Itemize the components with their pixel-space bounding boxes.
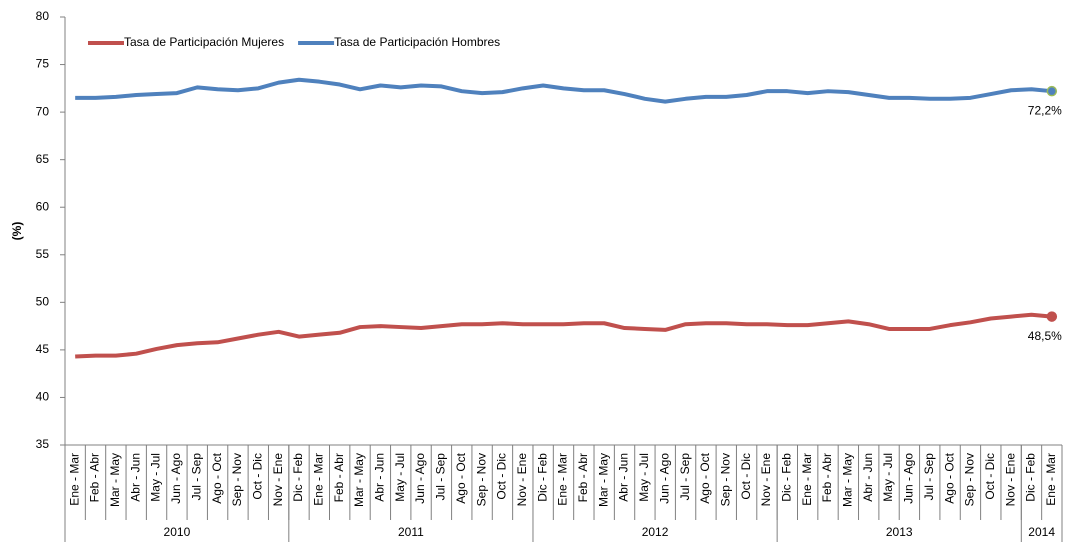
x-tick-label: May - Jul — [149, 453, 163, 502]
y-tick-label: 35 — [36, 437, 50, 451]
x-tick-label: Ago - Oct — [210, 452, 224, 503]
x-tick-label: Oct - Dic — [495, 453, 509, 500]
x-tick-label: Nov - Ene — [515, 453, 529, 507]
y-tick-label: 50 — [36, 295, 50, 309]
x-tick-label: Abr - Jun — [373, 453, 387, 502]
x-tick-label: Mar - May — [108, 453, 122, 507]
y-tick-label: 40 — [36, 390, 50, 404]
y-tick-label: 80 — [36, 9, 50, 23]
x-tick-label: May - Jul — [637, 453, 651, 502]
series-line — [75, 312, 1053, 359]
x-tick-label: Dic - Feb — [535, 453, 549, 502]
data-label: 72,2% — [1028, 103, 1062, 117]
x-tick-label: Jun - Ago — [169, 453, 183, 504]
series-line — [75, 77, 1053, 104]
x-tick-label: Feb - Abr — [576, 453, 590, 502]
x-tick-label: Jun - Ago — [902, 453, 916, 504]
x-tick-label: Jun - Ago — [657, 453, 671, 504]
y-tick-label: 70 — [36, 104, 50, 118]
group-label: 2012 — [642, 525, 669, 539]
legend-label: Tasa de Participación Hombres — [334, 35, 500, 49]
y-tick-label: 60 — [36, 199, 50, 213]
x-tick-label: Oct - Dic — [983, 453, 997, 500]
x-tick-label: Ene - Mar — [312, 453, 326, 506]
x-tick-label: Abr - Jun — [128, 453, 142, 502]
x-tick-label: Ene - Mar — [1044, 453, 1058, 506]
x-tick-label: Mar - May — [596, 453, 610, 507]
group-label: 2014 — [1028, 525, 1055, 539]
x-tick-label: May - Jul — [881, 453, 895, 502]
x-tick-label: Sep - Nov — [230, 453, 244, 506]
y-tick-label: 75 — [36, 57, 50, 71]
x-tick-label: Oct - Dic — [250, 453, 264, 500]
x-tick-label: Jul - Sep — [434, 453, 448, 501]
x-tick-label: Jul - Sep — [678, 453, 692, 501]
group-label: 2011 — [398, 525, 424, 539]
x-tick-label: Sep - Nov — [963, 453, 977, 506]
x-tick-label: Oct - Dic — [739, 453, 753, 500]
x-tick-label: Feb - Abr — [88, 453, 102, 502]
end-marker — [1046, 85, 1058, 97]
x-tick-label: Jun - Ago — [413, 453, 427, 504]
x-tick-label: Dic - Feb — [779, 453, 793, 502]
x-tick-label: Jul - Sep — [922, 453, 936, 501]
data-label: 48,5% — [1028, 329, 1062, 343]
x-tick-label: Feb - Abr — [820, 453, 834, 502]
x-tick-label: Nov - Ene — [1003, 453, 1017, 507]
x-tick-label: May - Jul — [393, 453, 407, 502]
x-tick-label: Dic - Feb — [291, 453, 305, 502]
y-tick-label: 65 — [36, 152, 50, 166]
group-label: 2013 — [886, 525, 913, 539]
end-marker — [1046, 311, 1058, 322]
legend-label: Tasa de Participación Mujeres — [124, 35, 284, 49]
x-tick-label: Jul - Sep — [189, 453, 203, 501]
x-tick-label: Nov - Ene — [271, 453, 285, 507]
group-label: 2010 — [164, 525, 191, 539]
x-tick-label: Abr - Jun — [861, 453, 875, 502]
x-tick-label: Ene - Mar — [800, 453, 814, 506]
x-tick-label: Ene - Mar — [556, 453, 570, 506]
y-tick-label: 45 — [36, 342, 50, 356]
x-tick-label: Ago - Oct — [454, 452, 468, 503]
x-tick-label: Ago - Oct — [942, 452, 956, 503]
x-tick-label: Nov - Ene — [759, 453, 773, 507]
y-axis-label: (%) — [10, 222, 24, 241]
x-tick-label: Mar - May — [841, 453, 855, 507]
x-tick-label: Feb - Abr — [332, 453, 346, 502]
x-tick-label: Ene - Mar — [67, 453, 81, 506]
x-tick-label: Sep - Nov — [718, 453, 732, 506]
y-tick-label: 55 — [36, 247, 50, 261]
x-tick-label: Abr - Jun — [617, 453, 631, 502]
x-tick-label: Mar - May — [352, 453, 366, 507]
x-tick-label: Dic - Feb — [1024, 453, 1038, 502]
x-tick-label: Sep - Nov — [474, 453, 488, 506]
x-tick-label: Ago - Oct — [698, 452, 712, 503]
